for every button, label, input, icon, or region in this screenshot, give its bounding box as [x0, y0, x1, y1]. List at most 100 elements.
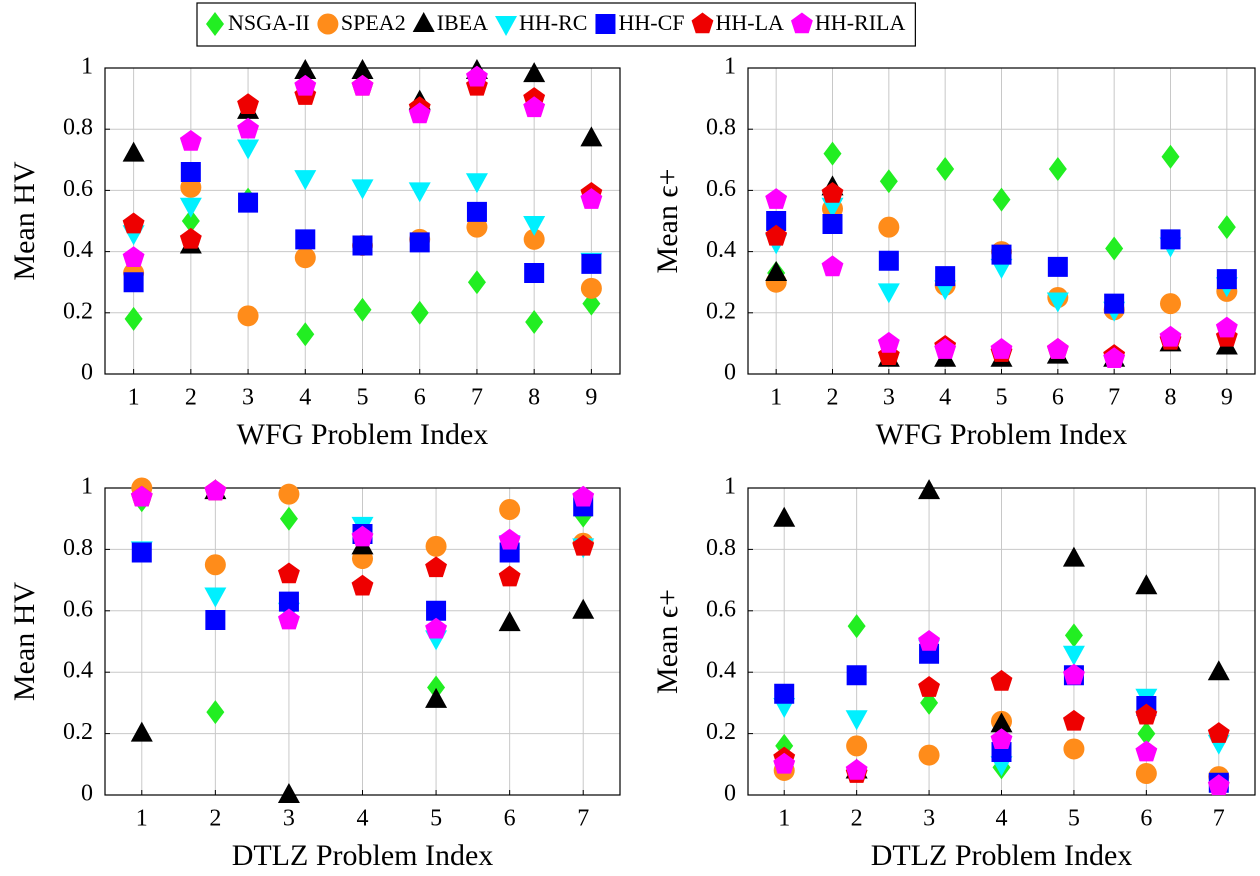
x-tick-label: 1: [128, 385, 140, 411]
marker: [1135, 703, 1158, 725]
marker: [581, 253, 602, 274]
marker: [179, 197, 202, 218]
marker: [1062, 546, 1085, 567]
marker: [294, 74, 317, 96]
marker: [425, 687, 448, 708]
y-tick-label: 0.6: [63, 596, 93, 622]
x-tick-label: 4: [299, 385, 311, 411]
y-tick-label: 0: [724, 781, 736, 807]
marker: [499, 498, 521, 520]
marker: [296, 322, 315, 347]
x-tick-label: 1: [778, 806, 790, 832]
x-tick-label: 2: [185, 385, 197, 411]
marker: [425, 617, 448, 639]
y-tick-label: 0.4: [63, 237, 93, 263]
marker: [580, 126, 603, 147]
x-tick-label: 7: [1213, 806, 1225, 832]
marker: [425, 556, 448, 578]
legend-marker: [691, 12, 714, 34]
x-tick-label: 1: [770, 385, 782, 411]
marker: [181, 209, 200, 233]
marker: [765, 261, 788, 282]
marker: [1048, 156, 1067, 181]
marker: [130, 721, 153, 742]
marker: [572, 598, 595, 619]
marker: [765, 224, 788, 246]
marker: [823, 141, 842, 166]
marker: [277, 562, 300, 584]
marker: [1062, 645, 1085, 666]
marker: [279, 506, 298, 531]
marker: [278, 591, 299, 612]
x-tick-label: 5: [430, 806, 442, 832]
marker: [237, 305, 259, 327]
x-tick-label: 3: [242, 385, 254, 411]
y-axis-label: Mean HV: [8, 582, 41, 701]
marker: [1207, 722, 1230, 743]
marker: [122, 141, 145, 162]
legend-label: HH-RC: [519, 10, 587, 35]
x-axis-label: DTLZ Problem Index: [871, 839, 1133, 872]
marker: [935, 266, 956, 287]
marker: [426, 600, 447, 621]
marker: [1062, 663, 1085, 685]
legend-marker: [495, 16, 518, 36]
x-tick-label: 3: [883, 385, 895, 411]
marker: [277, 608, 300, 630]
x-tick-label: 9: [585, 385, 597, 411]
marker: [466, 216, 488, 238]
marker: [410, 300, 429, 325]
marker: [408, 102, 431, 124]
x-tick-label: 8: [528, 385, 540, 411]
marker: [465, 173, 488, 194]
marker: [773, 752, 796, 774]
marker: [991, 244, 1012, 265]
legend-marker: [790, 12, 813, 34]
marker: [205, 610, 226, 631]
marker: [1137, 721, 1156, 746]
marker: [498, 528, 521, 550]
marker: [122, 212, 145, 234]
marker: [846, 665, 867, 686]
marker: [524, 263, 545, 284]
marker: [1135, 763, 1157, 785]
x-tick-label: 6: [414, 385, 426, 411]
marker: [204, 587, 227, 608]
marker: [294, 170, 317, 191]
y-tick-label: 1: [81, 474, 93, 500]
marker: [409, 232, 430, 253]
y-tick-label: 0.8: [63, 115, 93, 141]
legend-box: [196, 2, 916, 47]
x-axis-label: WFG Problem Index: [237, 418, 489, 451]
marker: [990, 338, 1013, 359]
marker: [351, 179, 374, 200]
marker: [1159, 325, 1182, 347]
plot-frame: [104, 487, 621, 796]
marker: [295, 229, 316, 250]
marker: [352, 235, 373, 256]
marker: [1104, 293, 1125, 314]
marker: [180, 162, 201, 183]
legend-label: HH-LA: [715, 10, 784, 35]
y-tick-label: 1: [724, 54, 736, 80]
x-tick-label: 5: [996, 385, 1008, 411]
marker: [425, 535, 447, 557]
y-tick-label: 0.2: [63, 719, 93, 745]
x-tick-label: 2: [851, 806, 863, 832]
marker: [277, 783, 300, 803]
marker: [878, 250, 899, 271]
y-tick-label: 0.6: [706, 176, 736, 202]
marker: [1064, 623, 1083, 648]
marker: [206, 700, 225, 725]
marker: [122, 246, 145, 268]
marker: [845, 710, 868, 731]
y-axis-label: Mean HV: [8, 161, 41, 280]
marker: [294, 247, 316, 269]
marker: [822, 214, 843, 235]
marker: [992, 187, 1011, 212]
plot-frame: [747, 67, 1256, 375]
x-tick-label: 2: [827, 385, 839, 411]
marker: [580, 277, 602, 299]
marker: [774, 683, 795, 704]
y-tick-label: 0: [724, 360, 736, 386]
